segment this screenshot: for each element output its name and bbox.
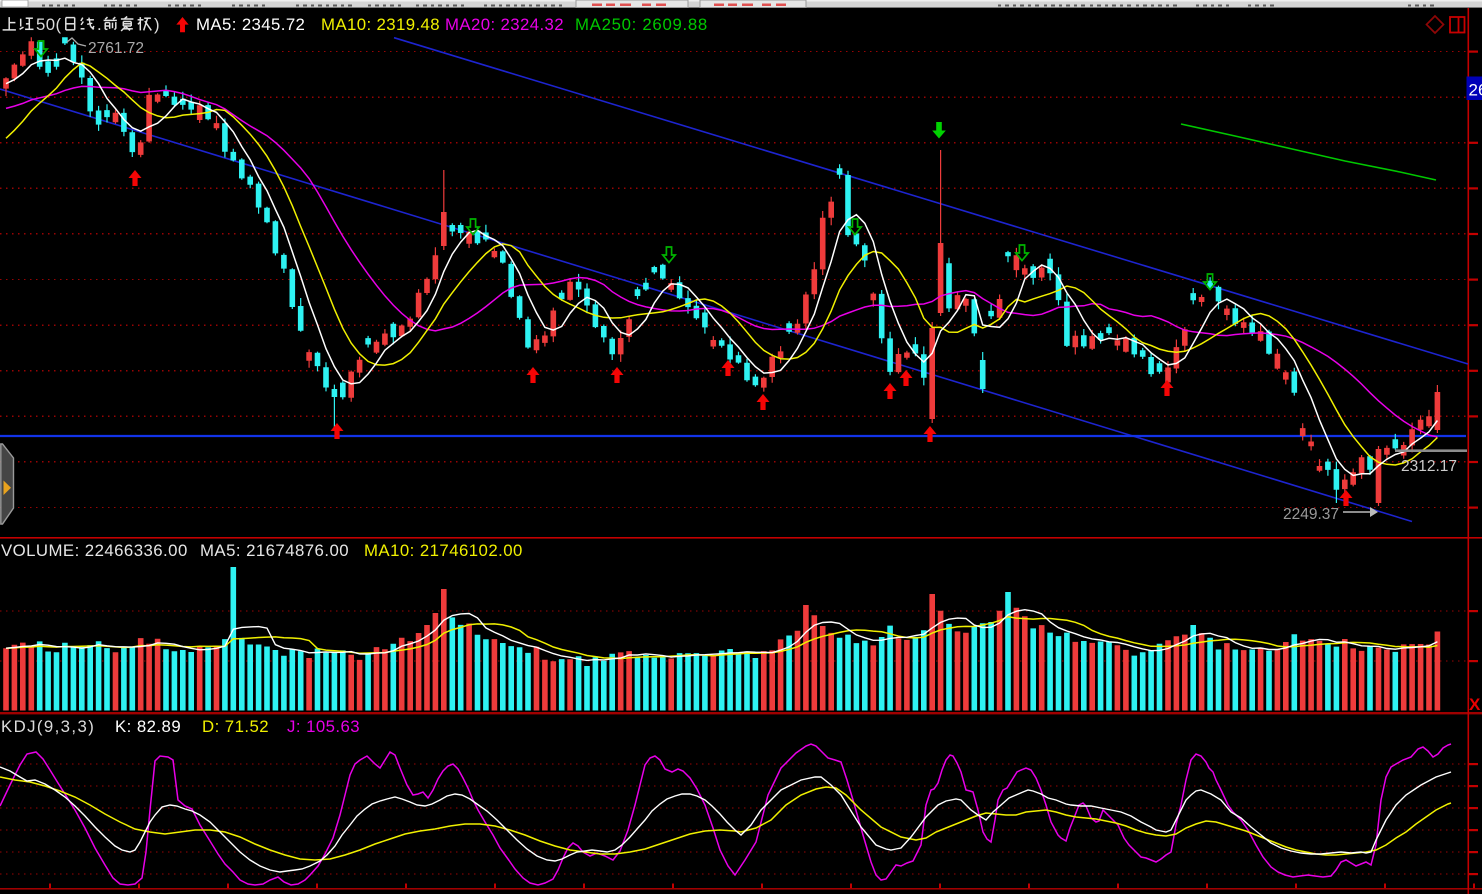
svg-text:26: 26 [1469, 81, 1482, 100]
svg-text:): ) [154, 15, 160, 34]
svg-text:MA10: 21746102.00: MA10: 21746102.00 [364, 541, 523, 560]
svg-text:2761.72: 2761.72 [88, 40, 144, 57]
svg-text:VOLUME: 22466336.00: VOLUME: 22466336.00 [1, 541, 188, 560]
svg-text:D: 71.52: D: 71.52 [202, 717, 269, 736]
svg-text:KDJ(9,3,3): KDJ(9,3,3) [1, 717, 95, 736]
svg-text:50(: 50( [36, 15, 61, 34]
svg-text:J: 105.63: J: 105.63 [287, 717, 360, 736]
svg-text:MA5: 2345.72: MA5: 2345.72 [196, 15, 305, 34]
svg-text:MA10: 2319.48: MA10: 2319.48 [321, 15, 440, 34]
svg-text:.: . [97, 15, 102, 34]
svg-text:MA250: 2609.88: MA250: 2609.88 [575, 15, 708, 34]
svg-text:K: 82.89: K: 82.89 [115, 717, 181, 736]
svg-text:MA20: 2324.32: MA20: 2324.32 [445, 15, 564, 34]
svg-text:X: X [1469, 695, 1481, 714]
svg-text:2249.37: 2249.37 [1283, 506, 1339, 523]
svg-text:MA5: 21674876.00: MA5: 21674876.00 [200, 541, 349, 560]
svg-text:2312.17: 2312.17 [1401, 458, 1457, 475]
